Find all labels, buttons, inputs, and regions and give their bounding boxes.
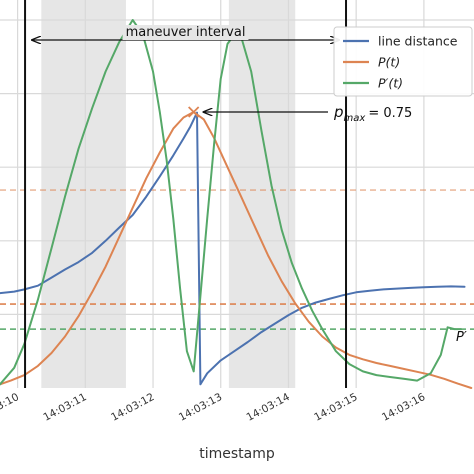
x-tick-label-5: 14:03:15: [312, 391, 359, 424]
legend-entry-1: P(t): [378, 55, 400, 70]
shaded-region-0: [41, 0, 126, 388]
series-lines: [0, 19, 473, 389]
series-line-2: [0, 19, 463, 386]
peak-marker: [188, 106, 200, 118]
legend-box: [333, 26, 473, 97]
interval-label: maneuver interval: [126, 25, 246, 40]
shaded-regions: [41, 0, 296, 388]
reference-lines: [0, 189, 474, 330]
legend: line distance P(t) P′(t): [333, 26, 473, 97]
series-line-1: [0, 111, 473, 389]
x-tick-label-0: 14:03:10: [0, 391, 21, 424]
x-tick-label-3: 14:03:13: [177, 391, 224, 424]
x-tick-label-6: 14:03:16: [380, 391, 428, 424]
legend-entry-2: P′(t): [378, 76, 403, 91]
legend-entry-0: line distance: [378, 34, 458, 49]
x-tick-label-4: 14:03:14: [245, 391, 293, 424]
series-line-0: [0, 111, 466, 386]
peak-label: pmax = 0.75: [333, 103, 412, 124]
x-axis-title: timestamp: [199, 446, 275, 462]
right-edge-label: P′: [456, 330, 467, 345]
x-tick-label-1: 14:03:11: [41, 391, 88, 424]
x-tick-label-2: 14:03:12: [109, 391, 156, 424]
x-tick-labels: 14:03:10 14:03:11 14:03:12 14:03:13 14:03:14…: [0, 391, 428, 424]
